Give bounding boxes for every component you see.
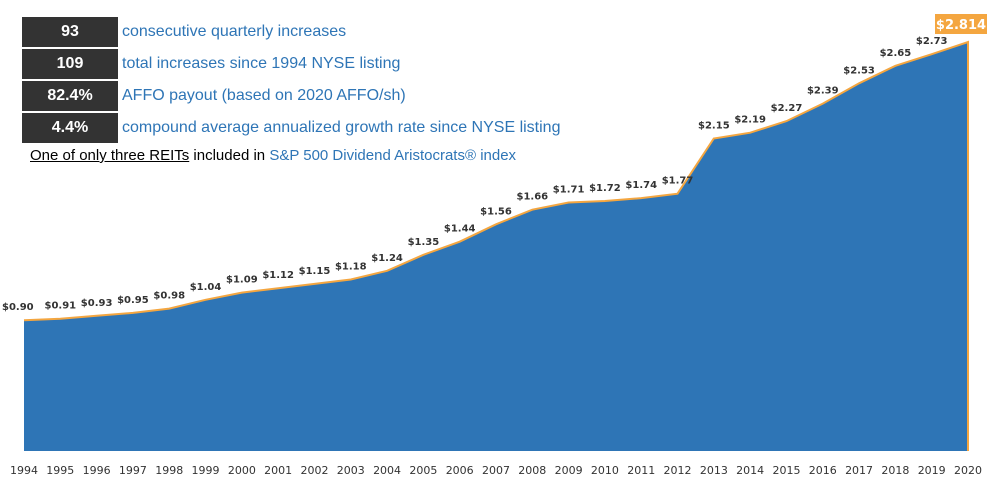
data-label: $1.72 [589,183,621,194]
data-label: $2.27 [771,103,803,114]
data-label: $1.18 [335,261,367,272]
x-tick-label: 2001 [264,464,292,477]
x-tick-label: 2002 [300,464,328,477]
data-label: $2.39 [807,86,839,97]
data-label: $1.24 [371,253,403,264]
aristocrats-note: One of only three REITs included in S&P … [30,147,516,164]
x-tick-label: 2019 [918,464,946,477]
x-tick-label: 2008 [518,464,546,477]
data-label: $1.71 [553,184,585,195]
x-tick-label: 2007 [482,464,510,477]
x-tick-label: 1999 [192,464,220,477]
x-tick-label: 1996 [83,464,111,477]
data-label: $1.74 [625,180,657,191]
data-label: $1.12 [262,270,294,281]
x-tick-label: 2003 [337,464,365,477]
data-label: $2.814 [936,18,986,33]
series-area [24,42,968,451]
data-label: $1.35 [408,237,440,248]
data-label: $1.77 [662,176,694,187]
stat-text-quarterly: consecutive quarterly increases [122,23,347,40]
data-label: $2.19 [734,115,766,126]
x-tick-label: 2018 [881,464,909,477]
series-line [23,40,969,451]
data-label: $2.65 [880,48,912,59]
x-tick-label: 2015 [772,464,800,477]
data-label: $0.93 [81,298,113,309]
data-label: $0.98 [153,291,185,302]
x-tick-label: 1998 [155,464,183,477]
x-tick-label: 2006 [446,464,474,477]
stat-box-growth: 4.4% [22,113,118,143]
x-tick-label: 2016 [809,464,837,477]
note-index: S&P 500 Dividend Aristocrats® index [269,147,517,164]
stat-text-payout: AFFO payout (based on 2020 AFFO/sh) [122,87,406,104]
x-tick-label: 1997 [119,464,147,477]
x-tick-label: 1994 [10,464,38,477]
data-label: $1.15 [299,266,331,277]
stat-box-payout: 82.4% [22,81,118,111]
x-tick-label: 2005 [409,464,437,477]
x-tick-label: 2009 [555,464,583,477]
note-reits: One of only three REITs [30,147,190,164]
x-tick-label: 2012 [664,464,692,477]
note-included: included in [189,147,270,164]
x-tick-label: 2017 [845,464,873,477]
data-label: $2.53 [843,65,875,76]
x-tick-label: 2020 [954,464,982,477]
data-label: $1.09 [226,275,258,286]
stat-box-total: 109 [22,49,118,79]
data-label: $1.04 [190,282,222,293]
last-value-highlight [935,14,987,34]
x-tick-label: 2010 [591,464,619,477]
x-tick-label: 2013 [700,464,728,477]
x-tick-label: 2004 [373,464,401,477]
data-label: $2.73 [916,36,948,47]
stat-box-quarterly: 93 [22,17,118,47]
x-tick-label: 2000 [228,464,256,477]
stat-text-total: total increases since 1994 NYSE listing [122,55,401,72]
data-label: $1.66 [516,192,548,203]
data-label: $0.91 [44,301,76,312]
data-label: $1.44 [444,224,476,235]
data-label: $0.95 [117,295,149,306]
x-tick-label: 1995 [46,464,74,477]
data-label: $0.90 [2,302,34,313]
data-label: $1.56 [480,206,512,217]
data-label: $2.15 [698,121,730,132]
stat-text-growth: compound average annualized growth rate … [122,119,561,136]
x-tick-label: 2014 [736,464,764,477]
x-tick-label: 2011 [627,464,655,477]
